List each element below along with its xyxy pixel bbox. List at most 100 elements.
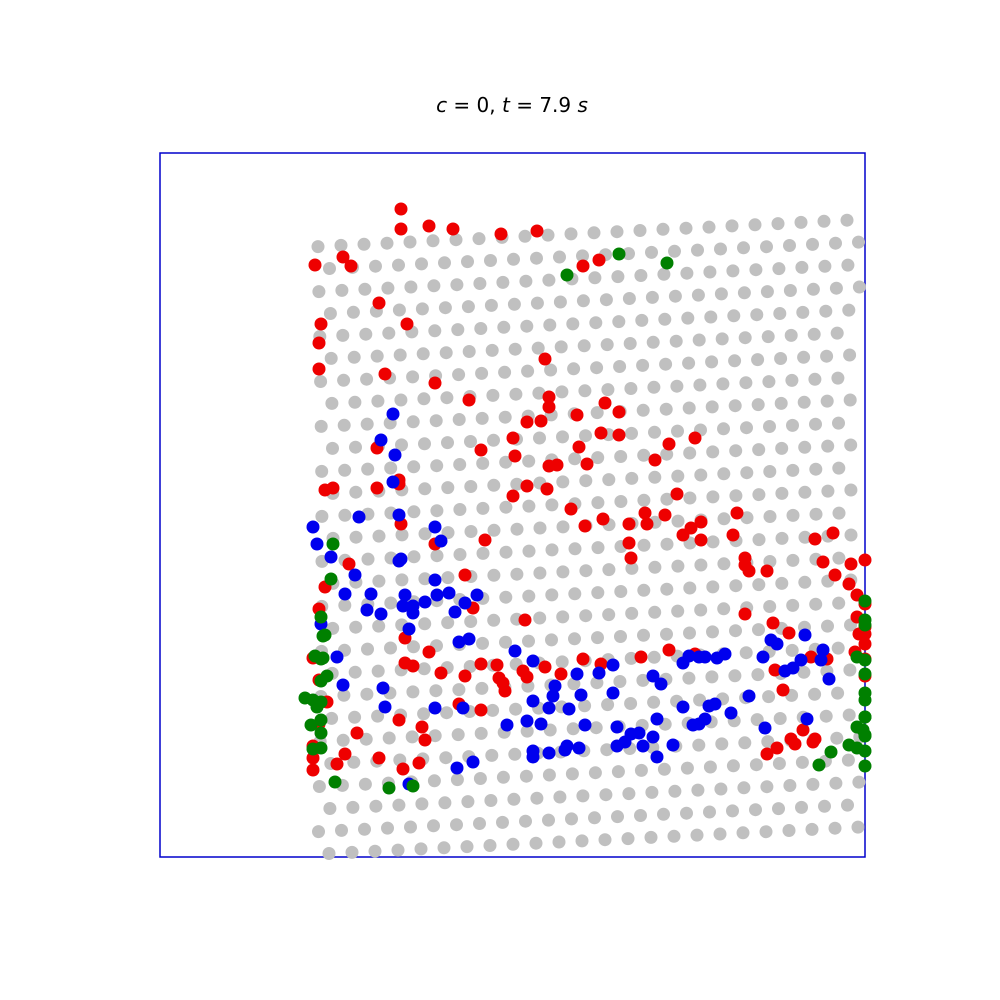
- red-particle: [612, 428, 626, 442]
- bulk-particle: [821, 484, 835, 498]
- blue-particle: [546, 689, 560, 703]
- bulk-particle: [772, 757, 786, 770]
- bulk-particle: [820, 394, 834, 408]
- blue-particle: [458, 596, 472, 610]
- bulk-particle: [417, 392, 431, 406]
- blue-particle: [572, 741, 586, 755]
- red-particle: [622, 536, 636, 550]
- red-particle: [370, 481, 384, 495]
- bulk-particle: [818, 259, 832, 273]
- bulk-particle: [832, 416, 845, 430]
- green-particle: [308, 649, 322, 663]
- title-c-equals: = 0,: [447, 93, 502, 117]
- bulk-particle: [714, 287, 728, 301]
- green-particle: [842, 738, 856, 752]
- bulk-particle: [472, 232, 486, 246]
- bulk-particle: [520, 724, 534, 738]
- red-particle: [422, 645, 436, 659]
- red-particle: [658, 508, 672, 522]
- bulk-particle: [798, 485, 812, 499]
- bulk-particle: [519, 769, 533, 783]
- red-particle: [694, 533, 708, 547]
- bulk-particle: [406, 370, 420, 384]
- bulk-particle: [579, 609, 593, 623]
- bulk-particle: [737, 241, 750, 255]
- red-particle: [492, 671, 506, 685]
- bulk-particle: [706, 625, 719, 639]
- bulk-particle: [334, 238, 348, 252]
- bulk-particle: [589, 721, 603, 735]
- red-particle: [400, 317, 414, 331]
- blue-particle: [534, 717, 548, 731]
- red-particle: [336, 250, 350, 264]
- bulk-particle: [842, 303, 856, 317]
- red-particle: [564, 502, 578, 516]
- blue-particle: [794, 653, 808, 667]
- bulk-particle: [441, 436, 454, 450]
- bulk-particle: [372, 619, 386, 633]
- blue-particle: [324, 550, 338, 564]
- bulk-particle: [602, 608, 616, 622]
- bulk-particle: [691, 288, 705, 302]
- bulk-particle: [519, 814, 532, 828]
- bulk-particle: [736, 826, 750, 840]
- blue-particle: [606, 686, 620, 700]
- bulk-particle: [680, 806, 693, 820]
- bulk-particle: [614, 585, 628, 598]
- bulk-particle: [553, 790, 567, 804]
- red-particle: [490, 658, 504, 672]
- bulk-particle: [360, 372, 374, 386]
- bulk-particle: [739, 646, 753, 660]
- bulk-particle: [418, 527, 432, 541]
- green-particle: [382, 781, 396, 795]
- bulk-particle: [463, 660, 477, 673]
- bulk-particle: [533, 611, 547, 625]
- bulk-particle: [657, 762, 671, 776]
- red-particle: [844, 557, 858, 571]
- bulk-particle: [852, 235, 865, 249]
- bulk-particle: [438, 796, 452, 810]
- bulk-particle: [647, 650, 661, 664]
- bulk-particle: [496, 770, 510, 784]
- red-particle: [684, 521, 698, 535]
- bulk-particle: [729, 444, 743, 458]
- blue-particle: [724, 706, 738, 720]
- bulk-particle: [522, 544, 536, 558]
- bulk-particle: [338, 508, 352, 522]
- bulk-particle: [382, 326, 396, 340]
- red-particle: [784, 732, 798, 746]
- bulk-particle: [429, 684, 443, 698]
- bulk-particle: [556, 565, 570, 579]
- bulk-particle: [703, 805, 716, 819]
- blue-particle: [392, 508, 406, 522]
- bulk-particle: [761, 330, 775, 344]
- bulk-particle: [485, 748, 499, 762]
- bulk-particle: [671, 469, 685, 483]
- blue-particle: [822, 672, 836, 686]
- bulk-particle: [460, 840, 474, 854]
- bulk-particle: [578, 384, 592, 398]
- bulk-particle: [486, 703, 500, 717]
- bulk-particle: [542, 813, 555, 827]
- bulk-particle: [637, 448, 651, 462]
- bulk-particle: [358, 822, 371, 836]
- bulk-particle: [614, 495, 628, 508]
- blue-particle: [646, 669, 660, 683]
- bulk-particle: [783, 284, 797, 297]
- bulk-particle: [314, 375, 328, 388]
- bulk-particle: [555, 385, 569, 399]
- bulk-particle: [508, 342, 522, 356]
- blue-particle: [360, 603, 374, 617]
- bulk-particle: [614, 630, 627, 643]
- bulk-particle: [349, 485, 363, 499]
- bulk-particle: [843, 393, 857, 407]
- bulk-particle: [852, 775, 866, 789]
- bulk-particle: [844, 483, 858, 497]
- bulk-particle: [806, 237, 819, 251]
- bulk-particle: [750, 308, 764, 322]
- red-particle: [318, 483, 332, 497]
- green-particle: [406, 779, 420, 793]
- bulk-particle: [783, 779, 797, 792]
- blue-particle: [306, 520, 320, 534]
- bulk-particle: [414, 842, 428, 856]
